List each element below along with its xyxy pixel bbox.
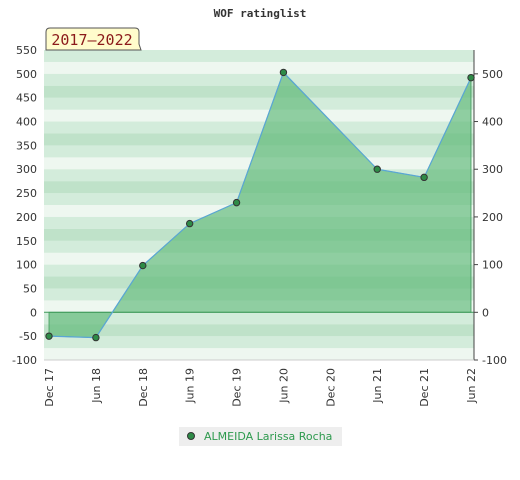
data-point: [92, 333, 100, 342]
legend: ALMEIDA Larissa Rocha: [179, 427, 342, 446]
grid-band: [44, 97, 474, 110]
x-tick-label: Dec 20: [324, 368, 337, 407]
x-tick-label: Dec 18: [137, 368, 150, 407]
y-tick-right-label: 300: [482, 163, 503, 176]
period-badge: 2017–2022: [45, 27, 142, 51]
y-tick-left-label: 250: [16, 187, 37, 200]
data-point: [279, 68, 288, 77]
grid-band: [44, 312, 474, 325]
y-tick-right-label: 500: [482, 68, 503, 81]
x-tick-label: Jun 20: [277, 368, 290, 404]
data-point: [45, 332, 53, 340]
y-tick-left-label: 100: [16, 259, 37, 272]
y-tick-left-label: -50: [19, 330, 37, 343]
data-point: [139, 261, 147, 270]
legend-box: [179, 427, 342, 446]
grid-band: [44, 50, 474, 62]
chart-title: WOF ratinglist: [214, 7, 307, 20]
grid-band: [44, 336, 474, 349]
x-axis: Dec 17 Jun 18 Dec 18 Jun 19 Dec 19 Jun 20 Dec …: [43, 359, 478, 407]
y-tick-left-label: 350: [16, 139, 37, 152]
x-tick-label: Jun 22: [465, 368, 478, 404]
y-tick-left-label: 200: [16, 211, 37, 224]
data-point: [232, 198, 241, 207]
data-markers: [45, 68, 475, 342]
y-tick-right-label: 0: [482, 306, 489, 319]
x-tick-label: Dec 17: [43, 368, 56, 407]
legend-marker: [187, 432, 195, 440]
y-tick-left-label: -100: [12, 354, 37, 367]
grid-band: [44, 348, 474, 360]
y-axis-right: -100 0 100 200 300 400 500: [473, 50, 507, 367]
y-tick-left-label: 450: [16, 92, 37, 105]
data-point: [467, 73, 475, 82]
data-point: [420, 173, 428, 182]
y-tick-right-label: -100: [482, 354, 507, 367]
grid-band: [44, 109, 474, 122]
y-tick-right-label: 100: [482, 259, 503, 272]
grid-band: [44, 61, 474, 74]
x-tick-label: Dec 19: [231, 368, 244, 407]
y-tick-left-label: 300: [16, 163, 37, 176]
grid-band: [44, 85, 474, 98]
grid-band: [44, 121, 474, 134]
x-tick-label: Jun 19: [184, 368, 197, 404]
y-tick-left-label: 50: [23, 282, 37, 295]
data-point: [185, 219, 194, 228]
x-tick-label: Dec 21: [418, 368, 431, 407]
y-tick-left-label: 500: [16, 68, 37, 81]
y-axis-left: -100 -50 0 50 100 150 200 250 300 350 400 450 500 550: [12, 44, 37, 367]
x-tick-label: Jun 21: [371, 368, 384, 404]
y-tick-left-label: 0: [30, 306, 37, 319]
legend-series-label: ALMEIDA Larissa Rocha: [204, 430, 332, 443]
x-tick-label: Jun 18: [90, 368, 103, 404]
y-tick-left-label: 550: [16, 44, 37, 57]
y-tick-left-label: 400: [16, 116, 37, 129]
y-tick-right-label: 200: [482, 211, 503, 224]
y-tick-left-label: 150: [16, 235, 37, 248]
grid-band: [44, 324, 474, 337]
y-tick-right-label: 400: [482, 116, 503, 129]
plot-area: [44, 71, 474, 339]
grid-band: [44, 73, 474, 86]
data-point: [373, 165, 381, 173]
period-badge-box: [45, 27, 142, 51]
period-badge-text: 2017–2022: [51, 31, 132, 49]
